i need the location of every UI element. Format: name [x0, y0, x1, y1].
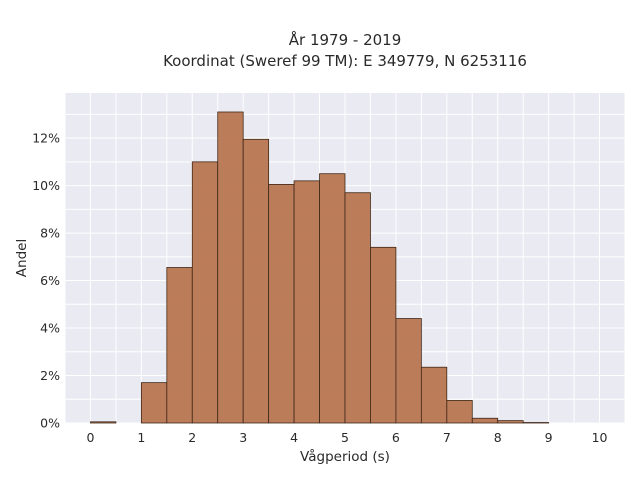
x-tick-label: 6: [392, 430, 400, 445]
x-tick-label: 9: [545, 430, 553, 445]
y-tick-label: 0%: [40, 416, 60, 431]
y-tick-label: 10%: [32, 178, 60, 193]
y-tick-label: 4%: [40, 321, 60, 336]
histogram-bar: [497, 420, 524, 424]
x-tick-label: 5: [341, 430, 349, 445]
chart-title-line2: Koordinat (Sweref 99 TM): E 349779, N 62…: [163, 52, 527, 70]
histogram-bar: [242, 138, 270, 424]
histogram-bar: [191, 161, 219, 424]
y-tick-label: 6%: [40, 273, 60, 288]
histogram-bar: [268, 184, 295, 424]
x-axis-label: Vågperiod (s): [300, 448, 390, 465]
histogram-bar: [90, 421, 117, 424]
y-tick-labels: 0% 2% 4% 6% 8% 10% 12%: [32, 131, 60, 431]
chart-title-line1: År 1979 - 2019: [289, 30, 402, 49]
histogram-bar: [140, 382, 168, 424]
y-axis-label: Andel: [14, 239, 30, 277]
y-tick-label: 8%: [40, 226, 60, 241]
x-tick-label: 0: [86, 430, 94, 445]
x-tick-label: 1: [137, 430, 145, 445]
histogram-bar: [395, 318, 422, 424]
x-tick-labels: 0 1 2 3 4 5 6 7 8 9 10: [86, 430, 607, 445]
x-tick-label: 3: [239, 430, 247, 445]
x-tick-label: 8: [494, 430, 502, 445]
histogram-bar: [471, 417, 499, 424]
x-tick-label: 7: [443, 430, 451, 445]
histogram-bar: [217, 111, 244, 424]
histogram-bar: [446, 400, 473, 424]
x-tick-label: 2: [188, 430, 196, 445]
histogram-bar: [344, 192, 371, 424]
y-tick-label: 2%: [40, 368, 60, 383]
histogram-bar: [370, 246, 397, 424]
x-tick-label: 10: [592, 430, 608, 445]
bars: [90, 111, 550, 424]
x-tick-label: 4: [290, 430, 298, 445]
histogram-bar: [293, 180, 320, 424]
histogram-bar: [319, 173, 346, 424]
y-tick-label: 12%: [32, 131, 60, 146]
histogram-bar: [166, 267, 193, 424]
histogram-bar: [420, 366, 448, 424]
